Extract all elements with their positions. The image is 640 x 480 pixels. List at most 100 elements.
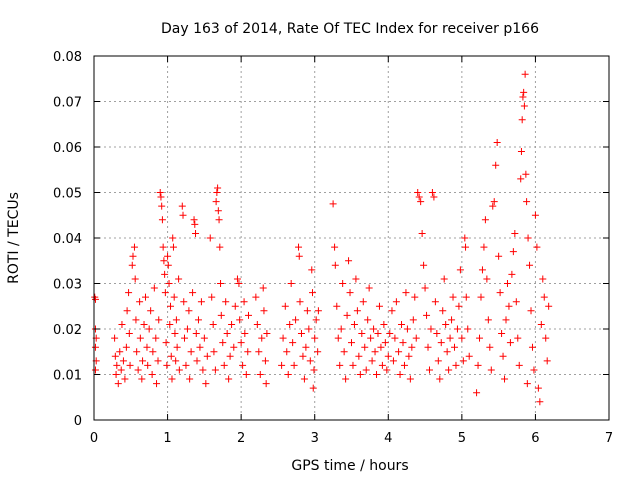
data-point: [418, 229, 426, 237]
data-point: [233, 275, 241, 283]
data-point: [412, 334, 420, 342]
data-point: [423, 311, 431, 319]
data-point: [409, 316, 417, 324]
data-point: [520, 88, 528, 96]
data-point: [167, 302, 175, 310]
data-point: [420, 261, 428, 269]
data-point: [490, 198, 498, 206]
data-point: [235, 280, 243, 287]
data-point: [121, 375, 129, 383]
data-point: [384, 352, 392, 360]
data-point: [543, 357, 551, 365]
data-point: [297, 330, 305, 338]
data-point: [193, 357, 201, 365]
data-point: [499, 352, 507, 360]
data-point: [144, 361, 152, 369]
data-point: [431, 298, 439, 306]
data-point: [395, 348, 403, 356]
data-point: [524, 234, 532, 242]
data-point: [258, 334, 266, 342]
data-point: [343, 311, 351, 319]
data-point: [158, 202, 166, 210]
data-point: [117, 366, 125, 374]
data-point: [373, 371, 381, 378]
data-point: [310, 366, 318, 374]
data-point: [309, 384, 317, 392]
data-point: [542, 334, 550, 342]
data-point: [91, 295, 99, 303]
data-point: [406, 375, 414, 383]
data-point: [147, 307, 155, 315]
data-point: [126, 361, 134, 369]
data-point: [192, 330, 200, 338]
data-point: [391, 334, 399, 342]
data-point: [173, 343, 181, 351]
data-point: [261, 357, 269, 365]
data-point: [498, 330, 506, 338]
data-point: [383, 366, 391, 374]
data-point: [440, 275, 448, 283]
data-point: [129, 252, 137, 260]
data-point: [163, 361, 171, 369]
data-point: [299, 352, 307, 360]
data-point: [143, 343, 151, 351]
data-point: [175, 366, 183, 374]
data-point: [225, 375, 233, 383]
data-point: [260, 307, 268, 315]
data-point: [192, 229, 200, 237]
data-point: [436, 375, 444, 383]
data-point: [365, 284, 373, 292]
data-point: [240, 298, 248, 306]
data-point: [527, 307, 535, 315]
data-point: [152, 334, 160, 342]
data-point: [162, 339, 170, 347]
data-point: [155, 316, 163, 324]
data-point: [517, 148, 525, 156]
data-point: [211, 366, 219, 374]
data-point: [295, 243, 303, 251]
data-point: [132, 316, 140, 324]
data-point: [300, 375, 308, 383]
y-tick-label: 0.03: [53, 278, 82, 293]
data-point: [153, 380, 161, 388]
data-point: [154, 357, 162, 365]
data-point: [478, 266, 486, 274]
y-tick-label: 0.02: [53, 323, 82, 338]
data-point: [295, 252, 303, 260]
data-point: [136, 298, 144, 306]
data-point: [161, 270, 169, 278]
data-point: [334, 334, 342, 342]
data-point: [239, 361, 247, 369]
data-point: [370, 325, 378, 333]
data-point: [448, 316, 456, 324]
data-point: [164, 252, 172, 260]
data-point: [140, 320, 148, 328]
data-point: [183, 325, 191, 333]
data-point: [342, 375, 350, 383]
data-point: [278, 361, 286, 369]
data-point: [169, 234, 177, 242]
data-point: [508, 270, 516, 278]
data-point: [346, 289, 354, 297]
data-point: [213, 189, 221, 196]
axis-ticks: [93, 55, 610, 421]
data-point: [534, 384, 542, 392]
data-point: [206, 234, 214, 242]
data-point: [118, 320, 126, 328]
data-point: [212, 198, 220, 206]
data-point: [331, 261, 339, 269]
data-point: [345, 257, 353, 265]
data-point: [350, 320, 358, 328]
data-point: [172, 316, 180, 324]
data-point: [456, 266, 464, 274]
data-point: [172, 357, 180, 365]
data-point: [112, 371, 120, 378]
data-point: [236, 316, 244, 324]
data-point: [402, 289, 410, 297]
y-tick-label: 0.04: [53, 232, 82, 247]
data-point: [284, 371, 292, 378]
data-point: [481, 216, 489, 224]
data-point: [484, 316, 492, 324]
data-point: [242, 371, 250, 378]
data-point: [158, 216, 166, 224]
